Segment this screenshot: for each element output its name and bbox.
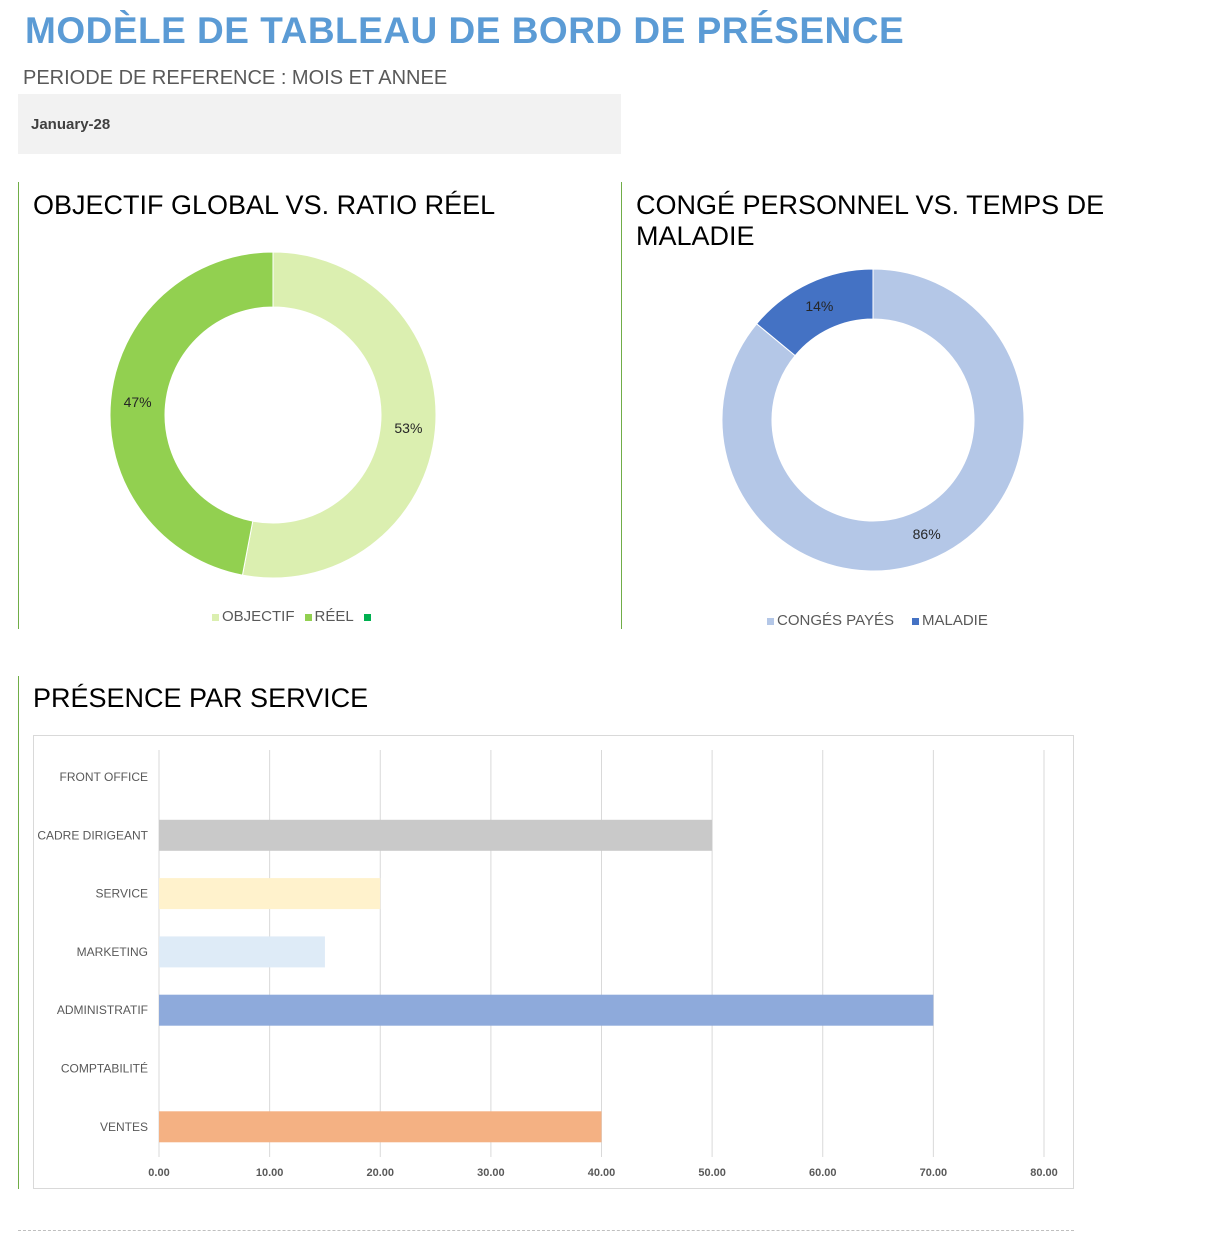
x-tick-label: 70.00 — [920, 1167, 948, 1179]
y-category-label: CADRE DIRIGEANT — [37, 828, 148, 842]
y-category-label: VENTES — [100, 1120, 148, 1134]
divider — [18, 182, 19, 629]
bar — [159, 878, 381, 910]
bar — [159, 1111, 602, 1143]
footer-divider — [18, 1230, 1074, 1231]
period-value: January-28 — [31, 116, 111, 133]
y-category-label: ADMINISTRATIF — [57, 1003, 148, 1017]
legend-item: MALADIE — [911, 612, 988, 629]
x-tick-label: 20.00 — [366, 1167, 394, 1179]
chart1-legend: OBJECTIF RÉEL — [212, 608, 374, 625]
bar — [159, 994, 934, 1026]
chart1-title: OBJECTIF GLOBAL VS. RATIO RÉEL — [33, 190, 496, 220]
x-tick-label: 30.00 — [477, 1167, 505, 1179]
divider — [18, 676, 19, 1189]
data-label: 53% — [394, 420, 422, 436]
donut-slice — [721, 268, 1025, 572]
donut-slice — [241, 251, 437, 579]
chart2-title: CONGÉ PERSONNEL VS. TEMPS DE MALADIE — [636, 190, 1105, 251]
chart2-legend: CONGÉS PAYÉS MALADIE — [767, 612, 988, 629]
y-category-label: SERVICE — [96, 887, 148, 901]
x-tick-label: 40.00 — [588, 1167, 616, 1179]
x-tick-label: 60.00 — [809, 1167, 837, 1179]
x-tick-label: 10.00 — [256, 1167, 284, 1179]
divider — [621, 182, 622, 629]
page-title: MODÈLE DE TABLEAU DE BORD DE PRÉSENCE — [25, 10, 905, 51]
y-category-label: MARKETING — [77, 945, 148, 959]
bar — [159, 936, 325, 968]
chart3-title: PRÉSENCE PAR SERVICE — [33, 683, 369, 713]
legend-item: OBJECTIF — [212, 608, 295, 625]
x-tick-label: 50.00 — [698, 1167, 726, 1179]
y-category-label: COMPTABILITÉ — [61, 1061, 148, 1076]
bar — [159, 819, 713, 851]
data-label: 14% — [805, 298, 833, 314]
x-tick-label: 0.00 — [148, 1167, 169, 1179]
donut-slice — [755, 268, 874, 357]
period-input[interactable]: January-28 — [18, 94, 621, 154]
legend-item: RÉEL — [304, 608, 354, 625]
donut-slice — [109, 251, 274, 576]
legend-item: CONGÉS PAYÉS — [767, 612, 894, 629]
data-label: 86% — [913, 526, 941, 542]
period-label: PERIODE DE REFERENCE : MOIS ET ANNEE — [23, 67, 448, 89]
x-tick-label: 80.00 — [1030, 1167, 1058, 1179]
y-category-label: FRONT OFFICE — [60, 770, 148, 784]
data-label: 47% — [124, 394, 152, 410]
legend-item — [363, 608, 374, 625]
